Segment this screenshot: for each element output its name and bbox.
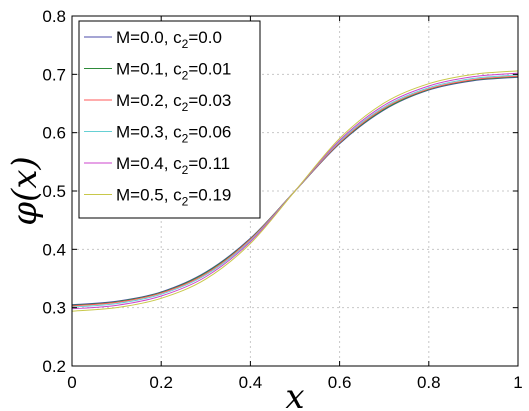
legend-label-1: M=0.1, c2=0.01	[116, 60, 231, 83]
series-line-5	[71, 70, 519, 312]
x-tick-label: 0.4	[239, 373, 263, 392]
legend-label-subscript: 2	[182, 132, 189, 146]
series-layer	[71, 70, 519, 312]
y-tick-label: 0.6	[42, 124, 66, 143]
legend-label-3: M=0.3, c2=0.06	[116, 123, 231, 146]
y-tick-label: 0.3	[42, 299, 66, 318]
tick-labels: 0 0.2 0.4 0.6 0.8 10.20.30.40.50.60.70.8	[42, 7, 522, 392]
legend-label-main: M=0.1, c	[116, 60, 182, 79]
legend-label-4: M=0.4, c2=0.11	[116, 154, 230, 177]
legend-label-main: M=0.3, c	[116, 123, 182, 142]
y-axis-label: φ(x)	[5, 156, 45, 226]
legend-label-0: M=0.0, c2=0.0	[116, 28, 222, 51]
legend-label-main: M=0.0, c	[116, 28, 182, 47]
x-tick-label: 0.2	[149, 373, 173, 392]
legend-label-tail: =0.11	[188, 154, 230, 173]
legend-label-2: M=0.2, c2=0.03	[116, 91, 231, 114]
y-tick-label: 0.4	[42, 240, 66, 259]
legend-label-subscript: 2	[182, 37, 189, 51]
legend-label-subscript: 2	[182, 195, 189, 209]
x-tick-label: 0	[67, 373, 76, 392]
x-axis-label: x	[285, 377, 304, 411]
legend-label-tail: =0.19	[188, 186, 231, 205]
axis-ticks	[71, 15, 519, 367]
x-tick-label: 0.6	[328, 373, 352, 392]
legend-label-subscript: 2	[182, 163, 189, 177]
legend-label-5: M=0.5, c2=0.19	[116, 186, 231, 209]
legend-label-main: M=0.2, c	[116, 91, 182, 110]
legend-box	[78, 20, 261, 219]
x-tick-label: 1	[513, 373, 522, 392]
y-tick-label: 0.2	[42, 357, 66, 376]
legend-label-subscript: 2	[182, 100, 189, 114]
y-tick-label: 0.5	[42, 182, 66, 201]
y-tick-label: 0.7	[42, 65, 66, 84]
legend-label-tail: =0.03	[188, 91, 231, 110]
legend-label-tail: =0.01	[188, 60, 231, 79]
y-tick-label: 0.8	[42, 7, 66, 26]
legend-label-subscript: 2	[182, 69, 189, 83]
x-tick-label: 0.8	[417, 373, 441, 392]
legend: M=0.0, c2=0.0M=0.1, c2=0.01M=0.2, c2=0.0…	[78, 20, 261, 219]
legend-label-main: M=0.5, c	[116, 186, 182, 205]
legend-label-main: M=0.4, c	[116, 154, 182, 173]
legend-label-tail: =0.0	[188, 28, 222, 47]
legend-label-tail: =0.06	[188, 123, 231, 142]
